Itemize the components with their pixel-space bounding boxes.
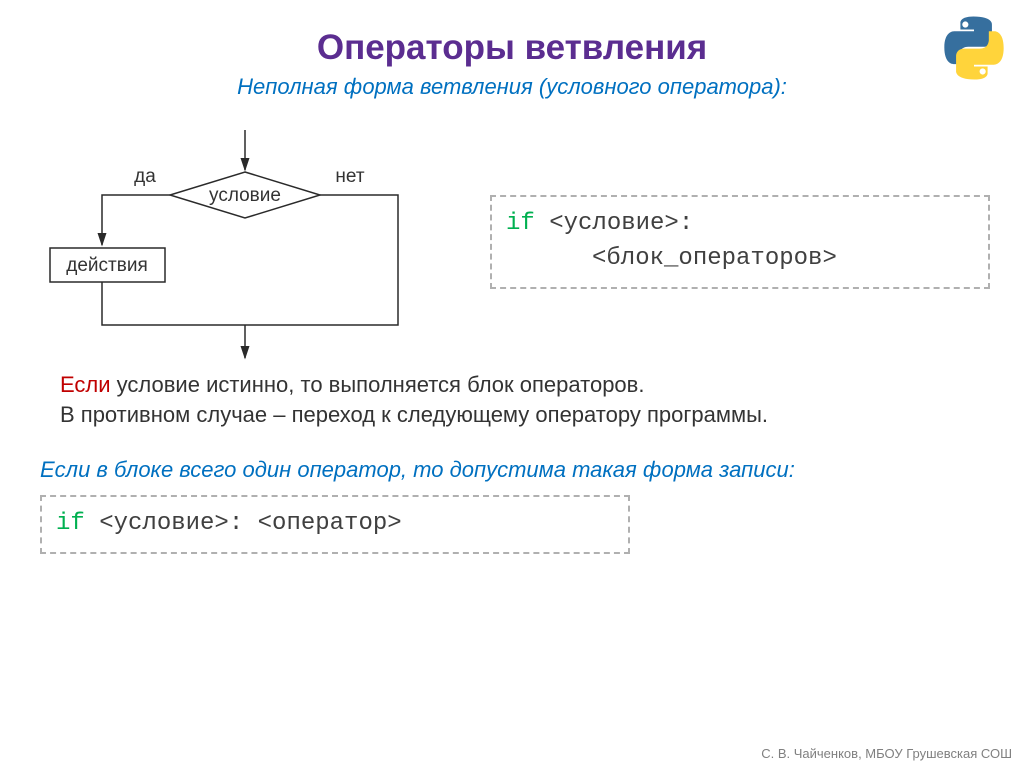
flow-yes-label: да <box>134 166 156 187</box>
code-rest-2: <условие>: <оператор> <box>85 510 402 537</box>
page-subtitle: Неполная форма ветвления (условного опер… <box>0 74 1024 100</box>
code-block-multiline: if <условие>: <блок_операторов> <box>490 195 990 289</box>
python-logo-icon <box>940 14 1008 82</box>
code-body: <блок_операторов> <box>592 245 837 272</box>
highlight-word: Если <box>60 372 111 397</box>
note-text: Если в блоке всего один оператор, то доп… <box>40 455 990 485</box>
explanation-text: Если условие истинно, то выполняется бло… <box>60 370 990 429</box>
page-title: Операторы ветвления <box>0 0 1024 68</box>
keyword-if: if <box>506 210 535 237</box>
footer-credit: С. В. Чайченков, МБОУ Грушевская СОШ <box>761 746 1012 761</box>
keyword-if-2: if <box>56 510 85 537</box>
flowchart: условие да нет действия <box>40 130 440 360</box>
flow-condition-label: условие <box>209 185 281 206</box>
code-cond: <условие>: <box>535 210 693 237</box>
flow-no-label: нет <box>335 166 364 187</box>
flow-action-label: действия <box>66 255 147 276</box>
code-block-inline: if <условие>: <оператор> <box>40 495 630 554</box>
